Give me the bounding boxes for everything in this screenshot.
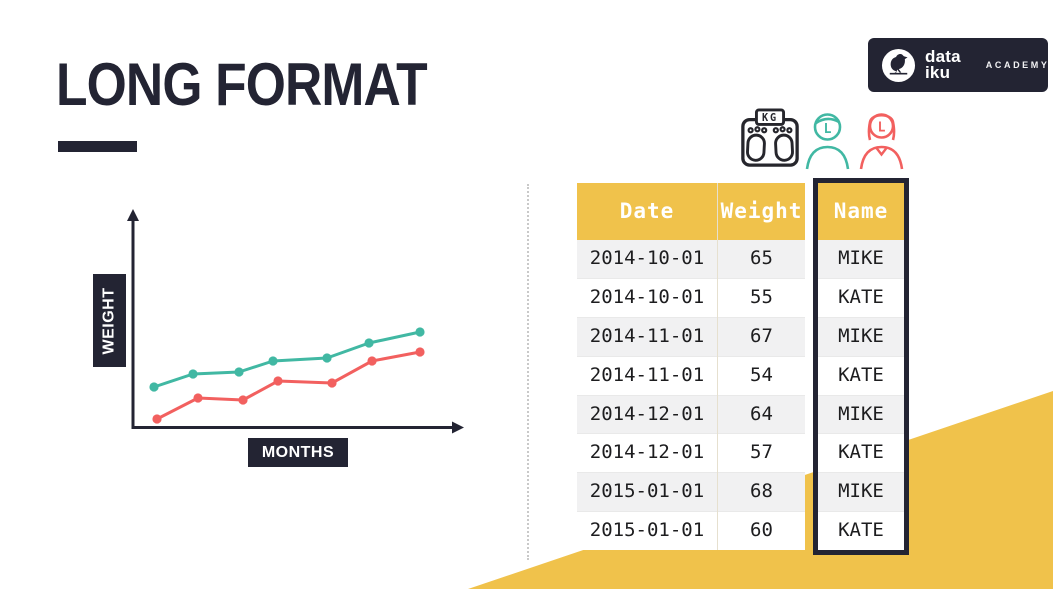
table-cell: 2014-10-01 <box>577 240 717 278</box>
left-foot <box>746 133 766 162</box>
weight-months-line-chart <box>127 209 464 434</box>
name-column-highlight-border: Name MIKE KATE MIKE KATE MIKE KATE MIKE KATE <box>813 178 909 556</box>
column-name: Name MIKE KATE MIKE KATE MIKE KATE MIKE KATE <box>818 183 904 551</box>
hair-outline <box>867 113 896 141</box>
table-cell: 55 <box>718 277 805 318</box>
column-weight: Weight 65 55 67 54 64 57 68 60 <box>717 183 805 551</box>
mike-series-point <box>364 338 374 348</box>
logo-wordmark: data iku <box>925 47 961 82</box>
dataiku-academy-logo: data iku ACADEMY <box>868 38 1048 92</box>
shoulders <box>859 145 904 170</box>
table-cell: 60 <box>718 511 805 551</box>
kate-series-point <box>367 356 377 366</box>
kate-series-point <box>273 376 283 386</box>
table-cell: 65 <box>718 240 805 278</box>
table-cell: 54 <box>718 355 805 396</box>
title-underline <box>58 141 137 152</box>
table-cell: KATE <box>818 355 904 396</box>
table-cell: MIKE <box>818 240 904 278</box>
column-date: Date 2014-10-01 2014-10-01 2014-11-01 2014-1… <box>577 183 717 551</box>
table-cell: 64 <box>718 395 805 434</box>
table-cell: KATE <box>818 277 904 318</box>
scale-toes <box>747 126 793 134</box>
column-header: Name <box>818 183 904 240</box>
section-divider-dotted <box>527 184 529 560</box>
logo-academy-label: ACADEMY <box>985 60 1050 70</box>
mike-series-point <box>268 356 278 366</box>
page-title: LONG FORMAT <box>56 51 428 118</box>
y-axis-label-text: WEIGHT <box>100 287 118 354</box>
table-cell: 68 <box>718 473 805 512</box>
x-axis-label: MONTHS <box>248 438 348 467</box>
mike-series-point <box>415 327 425 337</box>
logo-word-line2: iku <box>925 63 951 82</box>
kate-series-point <box>415 347 425 357</box>
x-axis-arrow-icon <box>452 421 464 434</box>
table-cell: MIKE <box>818 473 904 512</box>
mike-series-point <box>234 367 244 377</box>
table-cell: 67 <box>718 317 805 356</box>
kate-series-line <box>155 350 422 421</box>
table-cell: 57 <box>718 433 805 474</box>
hair-line <box>815 117 840 125</box>
table-cell: 2014-11-01 <box>577 317 717 356</box>
y-axis-arrow-icon <box>127 209 139 221</box>
table-cell: KATE <box>818 511 904 551</box>
table-cell: 2014-11-01 <box>577 355 717 396</box>
mike-series-point <box>322 353 332 363</box>
collar <box>875 147 888 157</box>
axes <box>127 209 464 434</box>
shoulders <box>805 145 850 170</box>
table-cell: 2014-12-01 <box>577 433 717 474</box>
table-cell: 2014-12-01 <box>577 395 717 434</box>
x-axis-label-text: MONTHS <box>261 443 335 461</box>
bird-icon <box>881 48 916 82</box>
table-cell: MIKE <box>818 395 904 434</box>
table-cell: MIKE <box>818 317 904 356</box>
column-header: Date <box>577 183 717 240</box>
mike-series-point <box>188 369 198 379</box>
kate-series-point <box>327 378 337 388</box>
kate-series-point <box>152 414 162 424</box>
chart-series <box>149 327 425 424</box>
kate-series-point <box>238 395 248 405</box>
male-face-letter: L <box>824 122 832 137</box>
kate-series-point <box>193 393 203 403</box>
table-cell: 2015-01-01 <box>577 511 717 551</box>
logo-word-line1: data <box>925 47 961 67</box>
table-cell: KATE <box>818 433 904 474</box>
mike-person-icon: L <box>805 113 850 170</box>
scale-kg-text: KG <box>762 113 778 124</box>
mike-series-point <box>149 382 159 392</box>
table-cell: 2014-10-01 <box>577 277 717 318</box>
weight-scale-icon: KG <box>741 108 799 167</box>
column-header: Weight <box>718 183 805 240</box>
table-cell: 2015-01-01 <box>577 473 717 512</box>
right-foot <box>774 133 794 162</box>
female-face-letter: L <box>878 121 886 136</box>
kate-person-icon: L <box>859 113 904 170</box>
long-format-data-table: Date 2014-10-01 2014-10-01 2014-11-01 2014-1… <box>577 178 909 556</box>
y-axis-label: WEIGHT <box>93 274 126 367</box>
